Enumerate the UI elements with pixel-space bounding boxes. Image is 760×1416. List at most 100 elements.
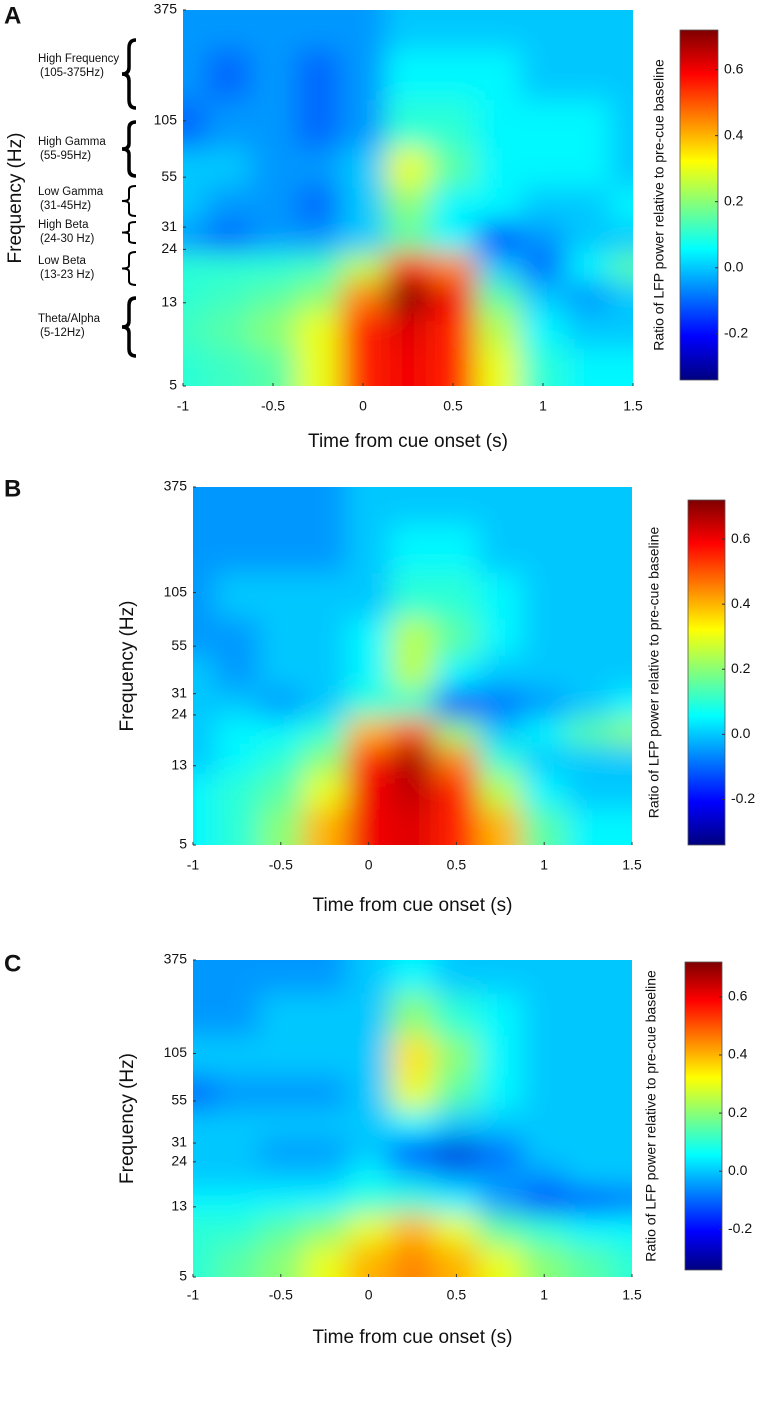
heatmap-cell bbox=[214, 1188, 260, 1215]
colorbar-tick-label: 0.6 bbox=[728, 988, 748, 1004]
heatmap-cell bbox=[346, 655, 392, 690]
heatmap-cell bbox=[258, 1109, 304, 1140]
heatmap-cell bbox=[610, 1138, 632, 1165]
x-tick-label: 1 bbox=[540, 857, 548, 873]
heatmap-cell bbox=[430, 187, 476, 223]
heatmap-cell bbox=[302, 1109, 348, 1140]
colorbar bbox=[687, 499, 726, 846]
heatmap-cell bbox=[385, 147, 431, 188]
band-name: High Frequency bbox=[38, 53, 119, 65]
heatmap-cell bbox=[390, 688, 435, 719]
heatmap-cell bbox=[478, 1244, 523, 1277]
heatmap-cell bbox=[434, 744, 479, 775]
heatmap-cell bbox=[214, 655, 260, 690]
band-brace bbox=[121, 38, 137, 110]
heatmap-cell bbox=[340, 280, 386, 312]
heatmap-cell bbox=[346, 744, 392, 775]
heatmap-cell bbox=[566, 655, 611, 690]
heatmap-cell bbox=[214, 1075, 260, 1110]
heatmap-cell bbox=[430, 147, 476, 188]
band-range: (105-375Hz) bbox=[40, 67, 104, 79]
colorbar bbox=[684, 961, 723, 1271]
heatmap-cell bbox=[478, 1164, 523, 1189]
heatmap-cell bbox=[566, 717, 611, 746]
y-tick-label: 375 bbox=[154, 1, 178, 17]
heatmap-cell bbox=[193, 744, 216, 775]
heatmap-cell bbox=[340, 310, 386, 349]
heatmap-cell bbox=[610, 48, 633, 101]
heatmap-cell bbox=[610, 717, 632, 746]
heatmap-cell bbox=[566, 1164, 611, 1189]
heatmap-cell bbox=[340, 187, 386, 223]
y-tick-label: 105 bbox=[164, 1044, 188, 1060]
band-brace bbox=[121, 251, 137, 286]
heatmap-cell bbox=[390, 960, 435, 994]
band-name: Low Gamma bbox=[38, 186, 104, 198]
heatmap-cell bbox=[610, 347, 633, 386]
colorbar-tick-label: 0.0 bbox=[731, 725, 751, 741]
heatmap-cell bbox=[566, 572, 611, 619]
x-tick-label: 0 bbox=[359, 398, 367, 414]
heatmap-cell bbox=[434, 1138, 479, 1165]
band-name: High Gamma bbox=[38, 136, 106, 148]
x-tick-label: 1.5 bbox=[622, 857, 642, 873]
band-brace bbox=[121, 296, 137, 358]
heatmap-cells bbox=[183, 10, 633, 386]
colorbar-label: Ratio of LFP power relative to pre-cue b… bbox=[643, 970, 659, 1262]
heatmap-cell bbox=[258, 773, 304, 810]
heatmap-cell bbox=[478, 744, 523, 775]
heatmap-cell bbox=[193, 655, 216, 690]
heatmap-cell bbox=[183, 187, 206, 223]
heatmap-cell bbox=[258, 487, 304, 525]
heatmap-cell bbox=[610, 524, 632, 573]
heatmap-cell bbox=[258, 572, 304, 619]
heatmap-cell bbox=[522, 572, 567, 619]
heatmap-cell bbox=[193, 1075, 216, 1110]
heatmap-cell bbox=[302, 1244, 348, 1277]
heatmap-cell bbox=[566, 808, 611, 845]
heatmap-cell bbox=[205, 252, 251, 282]
heatmap-cell bbox=[522, 487, 567, 525]
heatmap-cell bbox=[302, 992, 348, 1036]
heatmap-cell bbox=[390, 487, 435, 525]
heatmap-cell bbox=[434, 487, 479, 525]
heatmap-cell bbox=[250, 48, 296, 101]
heatmap-cell bbox=[565, 48, 611, 101]
heatmap bbox=[183, 10, 633, 386]
band-name: High Beta bbox=[38, 219, 89, 231]
heatmap-cell bbox=[250, 310, 296, 349]
heatmap-cell bbox=[390, 1164, 435, 1189]
heatmap-cell bbox=[478, 992, 523, 1036]
heatmap-cell bbox=[302, 1213, 348, 1246]
heatmap-cell bbox=[214, 1035, 260, 1077]
heatmap-cell bbox=[434, 655, 479, 690]
heatmap-cell bbox=[566, 744, 611, 775]
heatmap-cell bbox=[302, 717, 348, 746]
heatmap-cell bbox=[346, 992, 392, 1036]
heatmap-cell bbox=[522, 744, 567, 775]
heatmap-cell bbox=[214, 1244, 260, 1277]
heatmap-cell bbox=[183, 147, 206, 188]
heatmap-cell bbox=[205, 347, 251, 386]
heatmap-cell bbox=[302, 1075, 348, 1110]
heatmap-cell bbox=[390, 744, 435, 775]
band-range: (24-30 Hz) bbox=[40, 233, 94, 245]
colorbar-tick-label: 0.6 bbox=[731, 530, 751, 546]
heatmap-cell bbox=[214, 487, 260, 525]
panel: -1 -0.5 0 0.5 1 1.5 5 13 24 31 55 105 375 Time from c… bbox=[4, 475, 755, 916]
heatmap-cell bbox=[610, 10, 633, 50]
heatmap-cell bbox=[610, 1244, 632, 1277]
heatmap-cell bbox=[478, 1075, 523, 1110]
heatmap-cell bbox=[250, 280, 296, 312]
band-range: (55-95Hz) bbox=[40, 150, 91, 162]
band-range: (5-12Hz) bbox=[40, 327, 85, 339]
heatmap-cell bbox=[193, 1035, 216, 1077]
colorbar-tick-label: 0.4 bbox=[728, 1046, 748, 1062]
heatmap-cell bbox=[385, 347, 431, 386]
heatmap-cell bbox=[250, 99, 296, 148]
heatmap-cells bbox=[193, 487, 632, 845]
y-tick-label: 5 bbox=[179, 1268, 187, 1284]
heatmap-cell bbox=[214, 688, 260, 719]
heatmap-cell bbox=[205, 10, 251, 50]
